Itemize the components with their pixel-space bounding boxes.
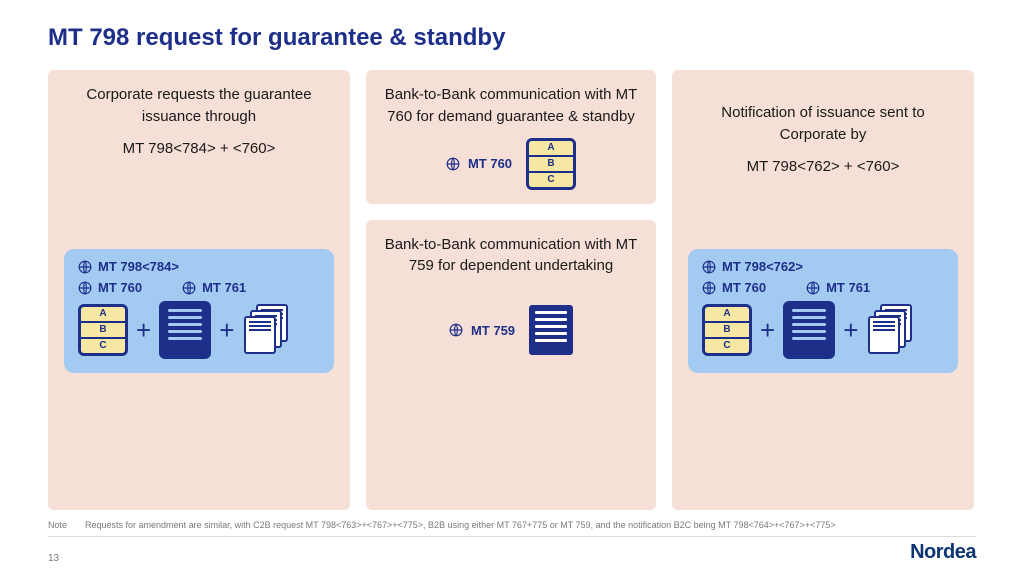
abc-box: A B C: [702, 304, 752, 356]
right-top-label: MT 798<762>: [722, 259, 803, 274]
right-panel: Notification of issuance sent to Corpora…: [672, 70, 974, 510]
left-items-row: A B C + +: [78, 301, 320, 359]
left-761-label: MT 761: [202, 280, 246, 295]
mid-top-panel: Bank-to-Bank communication with MT 760 f…: [366, 70, 656, 204]
mid-bottom-row: MT 759: [382, 305, 640, 355]
note-row: Note Requests for amendment are similar,…: [48, 520, 976, 537]
globe-icon: [806, 281, 820, 295]
abc-box: A B C: [526, 138, 576, 190]
page-title: MT 798 request for guarantee & standby: [48, 24, 976, 52]
mid-bottom-panel: Bank-to-Bank communication with MT 759 f…: [366, 220, 656, 511]
plus-icon: +: [760, 317, 775, 343]
left-mid-row: MT 760 MT 761: [78, 280, 320, 295]
right-column: Notification of issuance sent to Corpora…: [672, 70, 974, 510]
plus-icon: +: [843, 317, 858, 343]
mid-top-label: MT 760: [468, 156, 512, 171]
brand-logo: Nordea: [910, 541, 976, 564]
abc-cell: A: [81, 307, 125, 323]
right-blue-panel: MT 798<762> MT 760: [688, 249, 958, 373]
solid-doc-icon: [529, 305, 573, 355]
left-column: Corporate requests the guarantee issuanc…: [48, 70, 350, 510]
left-blue-panel: MT 798<784> MT 760: [64, 249, 334, 373]
plus-icon: +: [219, 317, 234, 343]
abc-cell: B: [529, 157, 573, 173]
abc-cell: C: [705, 339, 749, 353]
globe-icon: [702, 260, 716, 274]
globe-icon: [78, 260, 92, 274]
globe-icon: [702, 281, 716, 295]
right-mid-row: MT 760 MT 761: [702, 280, 944, 295]
left-top-row: MT 798<784>: [78, 259, 320, 274]
abc-cell: B: [705, 323, 749, 339]
left-760-label: MT 760: [98, 280, 142, 295]
left-top-label: MT 798<784>: [98, 259, 179, 274]
main-row: Corporate requests the guarantee issuanc…: [48, 70, 976, 510]
footer: 13 Nordea: [48, 541, 976, 564]
stack-docs-icon: [242, 304, 288, 356]
mid-bottom-label: MT 759: [471, 323, 515, 338]
mid-bottom-heading: Bank-to-Bank communication with MT 759 f…: [382, 234, 640, 278]
lines-doc-icon: [783, 301, 835, 359]
abc-cell: A: [529, 141, 573, 157]
left-heading-1: Corporate requests the guarantee issuanc…: [64, 84, 334, 128]
right-760-label: MT 760: [722, 280, 766, 295]
globe-icon: [78, 281, 92, 295]
abc-cell: B: [81, 323, 125, 339]
abc-box: A B C: [78, 304, 128, 356]
plus-icon: +: [136, 317, 151, 343]
left-heading-2: MT 798<784> + <760>: [64, 138, 334, 160]
globe-icon: [182, 281, 196, 295]
right-heading-2: MT 798<762> + <760>: [688, 156, 958, 178]
page-number: 13: [48, 553, 59, 564]
globe-icon: [446, 157, 460, 171]
right-heading-1: Notification of issuance sent to Corpora…: [688, 102, 958, 146]
abc-cell: C: [81, 339, 125, 353]
left-panel: Corporate requests the guarantee issuanc…: [48, 70, 350, 510]
mid-top-row: MT 760 A B C: [382, 138, 640, 190]
stack-docs-icon: [866, 304, 912, 356]
globe-icon: [449, 323, 463, 337]
abc-cell: A: [705, 307, 749, 323]
right-items-row: A B C + +: [702, 301, 944, 359]
lines-doc-icon: [159, 301, 211, 359]
abc-cell: C: [529, 173, 573, 187]
mid-top-heading: Bank-to-Bank communication with MT 760 f…: [382, 84, 640, 128]
middle-column: Bank-to-Bank communication with MT 760 f…: [366, 70, 656, 510]
note-text: Requests for amendment are similar, with…: [85, 520, 836, 530]
note-label: Note: [48, 520, 67, 530]
right-top-row: MT 798<762>: [702, 259, 944, 274]
right-761-label: MT 761: [826, 280, 870, 295]
